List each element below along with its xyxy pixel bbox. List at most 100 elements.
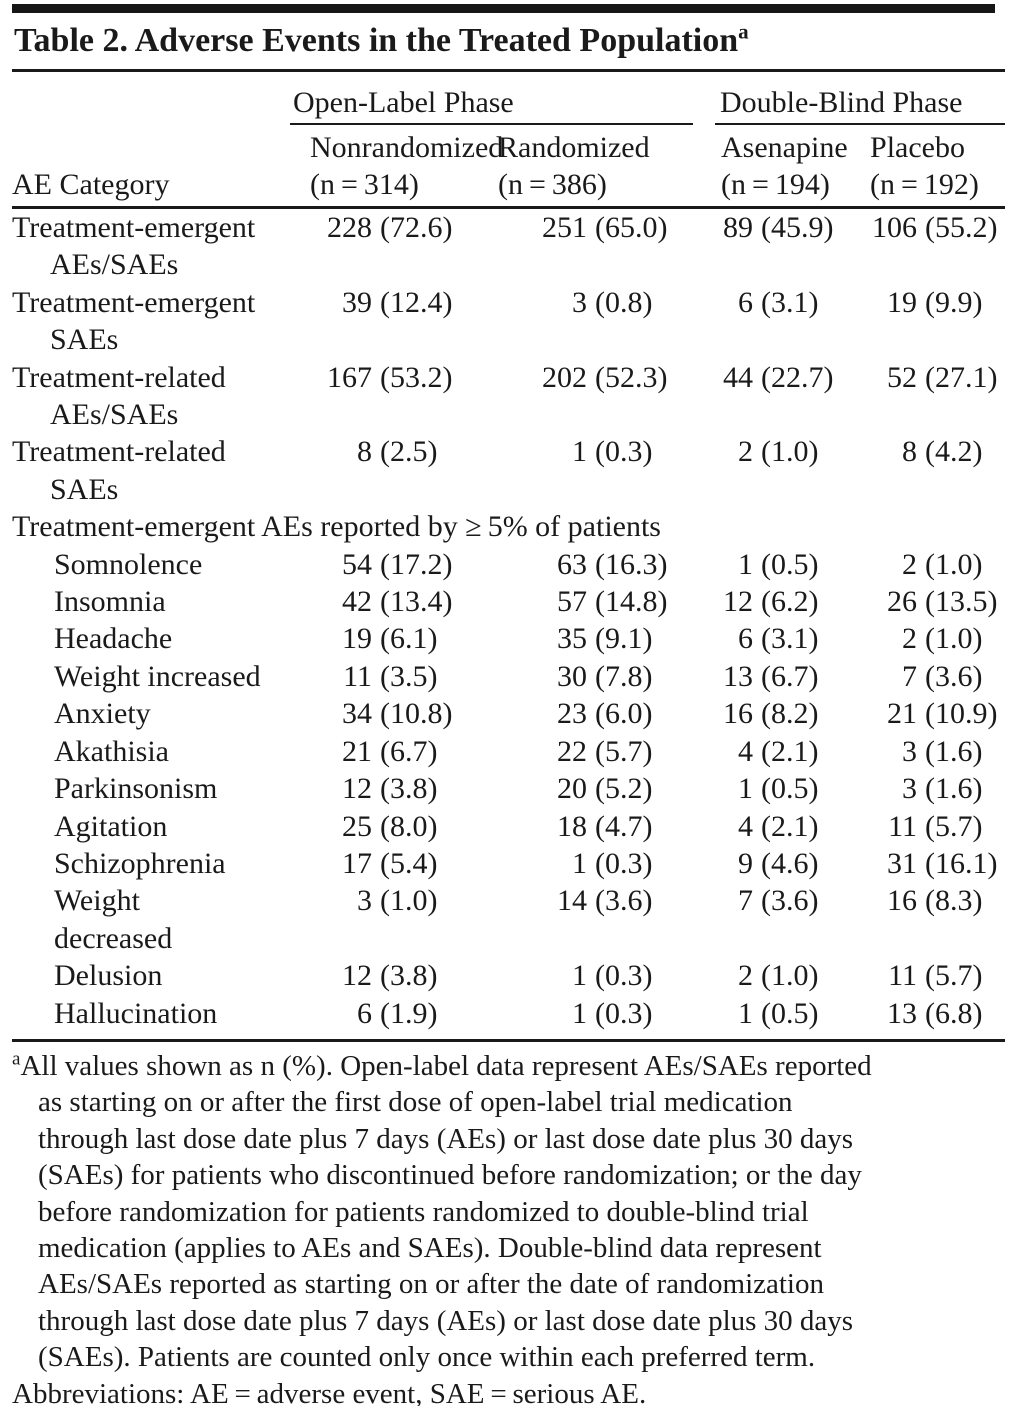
percent-value: (6.1) — [380, 622, 438, 656]
value-cell: 3 (1.6) — [860, 770, 1005, 807]
ae-category-wrap-line: AEs/SAEs — [50, 248, 179, 282]
column-label: Randomized — [498, 131, 650, 164]
table-footnote: aAll values shown as n (%). Open-label d… — [12, 1038, 1005, 1406]
table-title-text: Table 2. Adverse Events in the Treated P… — [14, 22, 739, 59]
value-cell: 1 (0.5) — [715, 546, 860, 583]
value-cell: 25 (8.0) — [290, 808, 465, 845]
ae-category-cell: Somnolence — [54, 547, 203, 581]
count-value: 52 — [887, 360, 918, 394]
gap-cell — [693, 208, 715, 284]
value-cell: 1 (0.3) — [465, 433, 693, 508]
value-cell: 18 (4.7) — [465, 808, 693, 845]
percent-value: (22.7) — [761, 360, 834, 394]
value-cell: 26 (13.5) — [860, 583, 1005, 620]
gap-cell — [693, 284, 715, 359]
value-cell: 202 (52.3) — [465, 359, 693, 434]
gap-cell — [693, 583, 715, 620]
count-value: 6 — [738, 622, 754, 656]
table-row: Headache 19 (6.1) 35 (9.1) 6 (3.1) 2 (1.0) — [12, 620, 1005, 657]
gap-cell — [693, 770, 715, 807]
ae-category-cell: Weight decreased — [12, 882, 290, 957]
gap-cell — [693, 845, 715, 882]
count-value: 1 — [572, 435, 587, 469]
percent-value: (0.8) — [595, 285, 653, 319]
value-cell: 12 (3.8) — [290, 957, 465, 994]
value-cell: 6 (1.9) — [290, 995, 465, 1032]
percent-value: (8.2) — [761, 697, 819, 731]
table-row: Treatment-related AEs/SAEs 167 (53.2) 202 (52… — [12, 359, 1005, 434]
percent-value: (5.7) — [925, 809, 983, 843]
count-value: 23 — [557, 697, 587, 731]
value-cell: 20 (5.2) — [465, 770, 693, 807]
percent-value: (0.5) — [761, 996, 819, 1030]
value-cell: 13 (6.8) — [860, 995, 1005, 1032]
ae-category-cell: Headache — [54, 622, 173, 656]
count-value: 3 — [902, 734, 918, 768]
percent-value: (3.8) — [380, 959, 438, 993]
footnote-text: aAll values shown as n (%). Open-label d… — [12, 1048, 1005, 1376]
percent-value: (1.0) — [925, 547, 983, 581]
percent-value: (1.0) — [925, 622, 983, 656]
ae-category-cell: Treatment-emergent AEs/SAEs — [12, 208, 290, 284]
percent-value: (7.8) — [595, 659, 653, 693]
count-value: 2 — [738, 435, 754, 469]
value-cell: 19 (6.1) — [290, 620, 465, 657]
count-value: 20 — [557, 772, 587, 806]
footnote-line: AEs/SAEs reported as starting on or afte… — [38, 1268, 824, 1301]
footnote-line: (SAEs) for patients who discontinued bef… — [38, 1159, 862, 1192]
value-cell: 8 (2.5) — [290, 433, 465, 508]
percent-value: (6.2) — [761, 585, 819, 619]
value-cell: 13 (6.7) — [715, 658, 860, 695]
count-value: 4 — [738, 734, 754, 768]
value-cell: 57 (14.8) — [465, 583, 693, 620]
percent-value: (3.6) — [761, 884, 819, 918]
count-value: 1 — [738, 547, 754, 581]
ae-category-cell: Treatment-emergent SAEs — [12, 284, 290, 359]
value-cell: 6 (3.1) — [715, 620, 860, 657]
value-cell: 12 (6.2) — [715, 583, 860, 620]
value-cell: 1 (0.5) — [715, 995, 860, 1032]
percent-value: (5.2) — [595, 772, 653, 806]
table-row: Treatment-emergent AEs/SAEs 228 (72.6) 251 (6… — [12, 208, 1005, 284]
table-row: Weight decreased 3 (1.0) 14 (3.6) 7 (3.6) 16 (8.3… — [12, 882, 1005, 957]
count-value: 251 — [542, 211, 587, 244]
count-value: 167 — [327, 360, 372, 394]
value-cell: 1 (0.5) — [715, 770, 860, 807]
count-value: 3 — [572, 285, 587, 319]
count-value: 202 — [542, 360, 587, 394]
value-cell: 106 (55.2) — [860, 208, 1005, 284]
column-header-ae-category: AE Category — [12, 124, 290, 209]
table-row: Hallucination 6 (1.9) 1 (0.3) 1 (0.5) 13 (6.8) — [12, 995, 1005, 1032]
percent-value: (6.7) — [761, 659, 819, 693]
count-value: 13 — [723, 659, 754, 693]
percent-value: (3.1) — [761, 285, 819, 319]
percent-value: (4.6) — [761, 846, 819, 880]
percent-value: (1.0) — [380, 884, 438, 918]
column-n: (n = 192) — [870, 168, 979, 201]
column-header-row: AE Category Nonrandomized (n = 314) Rando… — [12, 124, 1006, 209]
percent-value: (0.3) — [595, 846, 653, 880]
column-n: (n = 314) — [310, 168, 419, 201]
percent-value: (1.0) — [761, 435, 819, 469]
percent-value: (8.3) — [925, 884, 983, 918]
percent-value: (6.8) — [925, 996, 983, 1030]
value-cell: 167 (53.2) — [290, 359, 465, 434]
gap-cell — [693, 995, 715, 1032]
footnote-marker: a — [12, 1048, 21, 1070]
table-row: Akathisia 21 (6.7) 22 (5.7) 4 (2.1) 3 (1.6) — [12, 733, 1005, 770]
value-cell: 31 (16.1) — [860, 845, 1005, 882]
count-value: 11 — [888, 809, 918, 843]
count-value: 39 — [342, 285, 372, 319]
count-value: 9 — [738, 846, 754, 880]
count-value: 3 — [902, 772, 918, 806]
footnote-line: medication (applies to AEs and SAEs). Do… — [38, 1231, 822, 1264]
table-header: Open-Label Phase Double-Blind Phase AE C… — [12, 72, 1006, 209]
count-value: 35 — [557, 622, 587, 656]
percent-value: (1.6) — [925, 772, 983, 806]
group-label: Double-Blind Phase — [720, 86, 963, 119]
count-value: 12 — [342, 772, 372, 806]
ae-category-wrap-line: AEs/SAEs — [50, 398, 179, 432]
percent-value: (27.1) — [925, 360, 998, 394]
footnote-line: before randomization for patients random… — [38, 1195, 809, 1228]
percent-value: (72.6) — [380, 211, 453, 244]
